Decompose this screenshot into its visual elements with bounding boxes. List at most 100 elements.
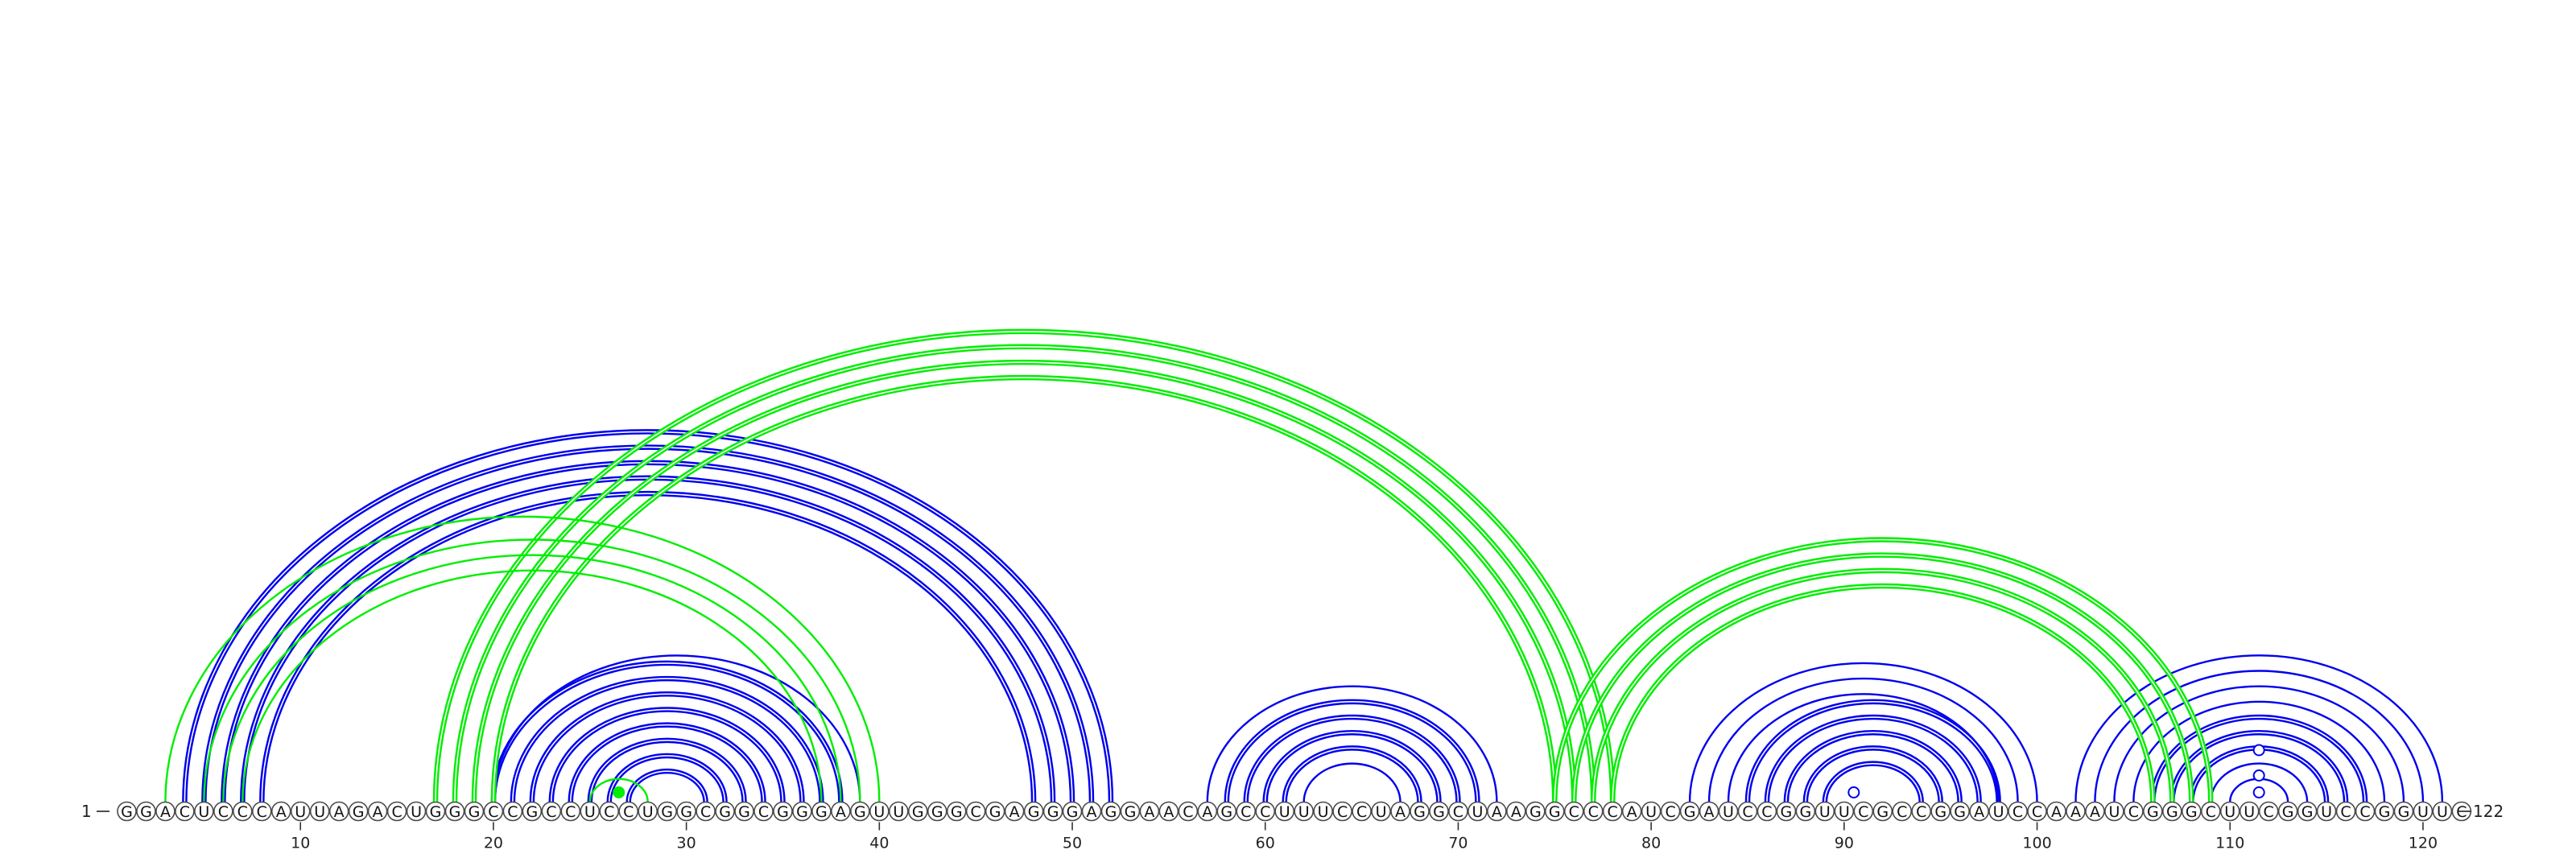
nucleotide-letter-93: C — [1897, 803, 1907, 821]
nucleotide-letter-55: A — [1163, 803, 1174, 821]
nucleotide-letter-102: A — [2070, 803, 2081, 821]
nucleotide-74 — [1525, 801, 1546, 822]
nucleotide-28 — [638, 801, 658, 822]
nucleotide-letter-81: C — [1665, 803, 1675, 821]
nucleotide-letter-84: U — [1723, 803, 1734, 821]
nucleotide-letter-70: C — [1453, 803, 1463, 821]
nucleotide-letter-106: G — [2147, 803, 2159, 821]
arc-top-102-121 — [2074, 654, 2444, 802]
nucleotide-58 — [1216, 801, 1237, 822]
nucleotide-87 — [1776, 801, 1797, 822]
nucleotide-109 — [2200, 801, 2221, 822]
nucleotide-101 — [2046, 801, 2066, 822]
nucleotide-letter-48: G — [1028, 803, 1040, 821]
arc-top-20-39 — [492, 654, 861, 802]
arc-bottom-76-108-gap — [1573, 554, 2193, 802]
nucleotide-letter-41: U — [893, 803, 904, 821]
arc-bottom-78-106-gap — [1612, 585, 2154, 802]
nucleotide-letter-78: C — [1608, 803, 1618, 821]
nucleotide-98 — [1988, 801, 2008, 822]
nucleotide-108 — [2181, 801, 2202, 822]
ticks-layer: 10 20 30 40 50 60 70 80 90 100 110 120 — [291, 822, 2438, 852]
arc-top-6-50 — [221, 460, 1075, 802]
arc-top-106-117-gap — [2152, 716, 2366, 802]
nucleotide-letter-96: G — [1954, 803, 1966, 821]
nucleotide-letter-28: U — [642, 803, 654, 821]
nucleotide-letter-114: G — [2301, 803, 2314, 821]
nucleotide-11 — [309, 801, 330, 822]
nucleotide-letter-25: U — [584, 803, 596, 821]
loop-marker-top-3 — [2252, 769, 2265, 782]
arc-top-57-72 — [1206, 685, 1498, 802]
nucleotide-116 — [2335, 801, 2356, 822]
nucleotide-letter-116: C — [2340, 803, 2351, 821]
nucleotide-letter-31: C — [700, 803, 711, 821]
loop-marker-top-2 — [2252, 786, 2265, 798]
nucleotide-letter-64: C — [1337, 803, 1348, 821]
nucleotide-letter-21: C — [507, 803, 518, 821]
nucleotide-letter-29: G — [661, 803, 673, 821]
nucleotide-112 — [2258, 801, 2279, 822]
nucleotide-121 — [2432, 801, 2453, 822]
nucleotide-72 — [1487, 801, 1507, 822]
nucleotide-30 — [676, 801, 696, 822]
nucleotide-1 — [117, 801, 137, 822]
nucleotide-letter-101: A — [2051, 803, 2062, 821]
nucleotide-13 — [348, 801, 369, 822]
nucleotide-119 — [2393, 801, 2414, 822]
nucleotide-56 — [1178, 801, 1199, 822]
nucleotide-61 — [1274, 801, 1294, 822]
nucleotide-38 — [831, 801, 851, 822]
nucleotide-letter-18: G — [449, 803, 461, 821]
nucleotide-47 — [1004, 801, 1025, 822]
nucleotide-83 — [1699, 801, 1719, 822]
arc-bottom-19-76-gap — [473, 361, 1575, 802]
nucleotide-letter-117: C — [2359, 803, 2370, 821]
nucleotide-letter-88: G — [1800, 803, 1812, 821]
nucleotide-22 — [522, 801, 543, 822]
nucleotide-114 — [2297, 801, 2318, 822]
nucleotide-letter-15: C — [391, 803, 402, 821]
nucleotide-9 — [270, 801, 291, 822]
arc-top-60-69 — [1262, 729, 1442, 802]
nucleotide-113 — [2277, 801, 2298, 822]
arc-top-6-50-gap — [222, 461, 1073, 802]
nucleotide-51 — [1081, 801, 1102, 822]
nucleotide-letter-58: G — [1220, 803, 1232, 821]
nucleotide-46 — [985, 801, 1005, 822]
nucleotide-45 — [965, 801, 986, 822]
nucleotide-letter-16: U — [411, 803, 422, 821]
arc-top-4-52-gap — [184, 431, 1112, 802]
nucleotide-letter-54: A — [1144, 803, 1154, 821]
nucleotide-letter-85: C — [1742, 803, 1752, 821]
arc-bottom-3-40 — [164, 515, 881, 802]
nucleotide-letter-90: U — [1839, 803, 1850, 821]
nucleotide-29 — [657, 801, 677, 822]
nucleotide-73 — [1506, 801, 1526, 822]
nucleotide-106 — [2143, 801, 2163, 822]
nucleotide-4 — [175, 801, 195, 822]
tick-label-100: 100 — [2022, 835, 2051, 852]
arc-top-26-32-gap — [608, 755, 726, 802]
nucleotide-letter-83: A — [1704, 803, 1715, 821]
nucleotide-92 — [1872, 801, 1893, 822]
arc-top-61-68-gap — [1283, 747, 1421, 802]
nucleotide-letter-43: G — [931, 803, 943, 821]
nucleotide-20 — [483, 801, 504, 822]
nucleotide-letter-13: G — [353, 803, 365, 821]
nucleotide-letter-45: C — [971, 803, 981, 821]
loop-marker-top-1 — [1847, 786, 1860, 798]
nucleotide-65 — [1352, 801, 1372, 822]
nucleotide-67 — [1390, 801, 1410, 822]
loop-marker-bottom-0 — [613, 786, 625, 798]
arc-top-60-69-gap — [1264, 732, 1440, 802]
arc-top-104-119 — [2113, 685, 2405, 802]
tick-label-60: 60 — [1256, 835, 1275, 852]
nucleotide-letter-2: G — [140, 803, 152, 821]
arc-bottom-20-75-gap — [493, 377, 1556, 802]
nucleotide-6 — [213, 801, 233, 822]
nucleotide-54 — [1139, 801, 1160, 822]
nucleotide-letter-60: C — [1260, 803, 1270, 821]
nucleotide-26 — [599, 801, 620, 822]
loop-marker-top-4 — [2252, 744, 2265, 757]
